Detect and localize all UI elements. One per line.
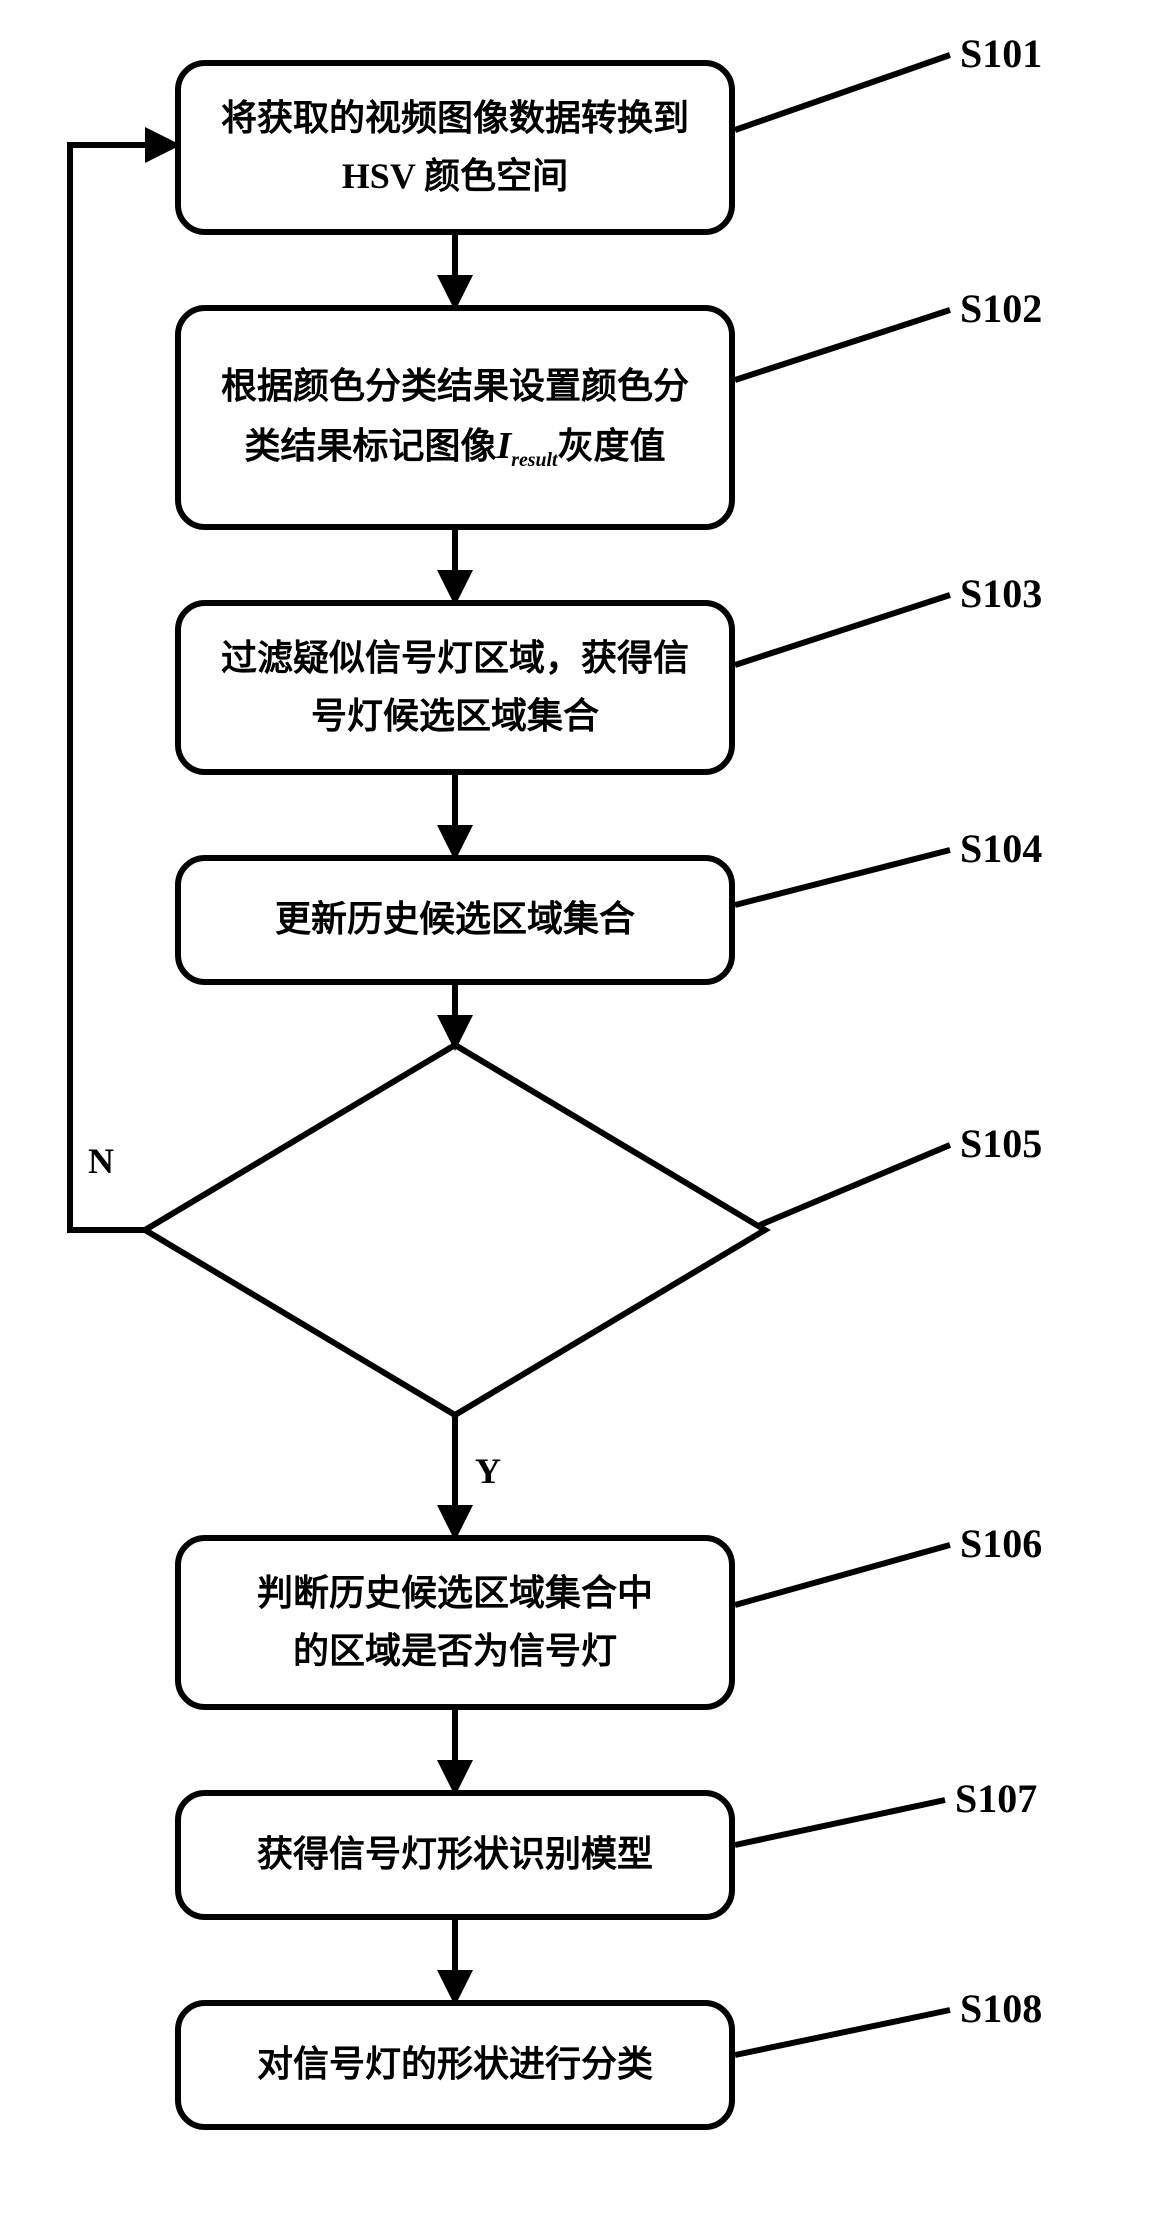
text-line: 根据颜色分类结果设置颜色分 [221,358,689,416]
step-label-s105: S105 [960,1120,1042,1167]
text-line: 读取是否结束 [329,1230,581,1284]
flow-box-s104: 更新历史候选区域集合 [175,855,735,985]
text-line: 获得信号灯形状识别模型 [257,1826,653,1884]
text-span: 灰度值 [557,426,665,466]
step-label-s108: S108 [960,1985,1042,2032]
step-label-s102: S102 [960,285,1042,332]
edge-label-no: N [88,1140,114,1182]
text-line: 号灯候选区域集合 [221,688,689,746]
step-label-s103: S103 [960,570,1042,617]
text-span: 类结果标记图像 [244,426,496,466]
step-label-s107: S107 [955,1775,1037,1822]
leader-line [735,595,950,665]
flow-box-s106: 判断历史候选区域集合中的区域是否为信号灯 [175,1535,735,1710]
leader-line [735,55,950,130]
leader-line [735,2010,950,2055]
flow-box-s103: 过滤疑似信号灯区域，获得信号灯候选区域集合 [175,600,735,775]
leader-line [760,1145,950,1225]
text-line: 过滤疑似信号灯区域，获得信 [221,630,689,688]
text-line: HSV 颜色空间 [221,148,689,206]
text-line: 更新历史候选区域集合 [275,891,635,949]
text-line: 对信号灯的形状进行分类 [257,2036,653,2094]
step-label-s104: S104 [960,825,1042,872]
flow-diamond-s105: 判断视频数据的读取是否结束 [145,1045,765,1415]
leader-line [735,1545,950,1605]
symbol-subscript: result [511,449,557,471]
step-label-s101: S101 [960,30,1042,77]
flow-box-s102: 根据颜色分类结果设置颜色分类结果标记图像Iresult灰度值 [175,305,735,530]
flow-box-s107: 获得信号灯形状识别模型 [175,1790,735,1920]
text-line: 判断历史候选区域集合中 [257,1565,653,1623]
flow-box-s108: 对信号灯的形状进行分类 [175,2000,735,2130]
leader-line [735,1800,945,1845]
text-line: 类结果标记图像Iresult灰度值 [244,416,665,477]
step-label-s106: S106 [960,1520,1042,1567]
symbol-italic: I [497,425,512,467]
text-line: 判断视频数据的 [329,1176,581,1230]
text-line: 的区域是否为信号灯 [257,1623,653,1681]
flow-box-s101: 将获取的视频图像数据转换到HSV 颜色空间 [175,60,735,235]
leader-line [735,310,950,380]
leader-line [735,850,950,905]
text-line: 将获取的视频图像数据转换到 [221,90,689,148]
edge-label-yes: Y [475,1450,501,1492]
